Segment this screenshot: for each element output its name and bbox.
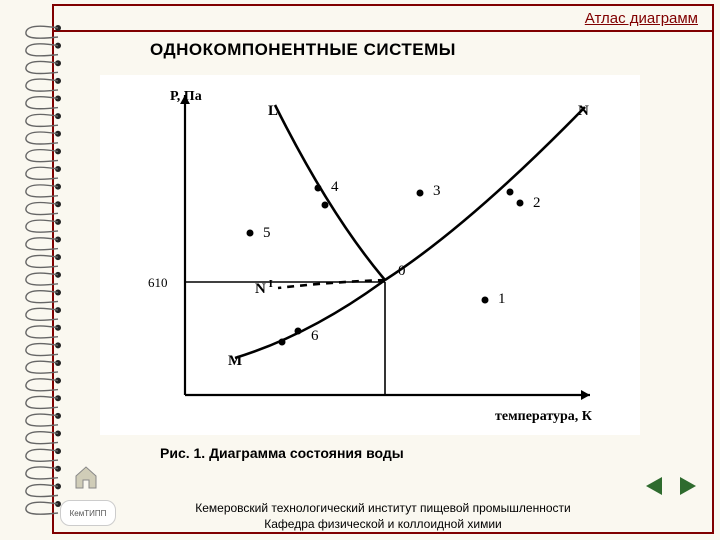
svg-text:0: 0 (398, 263, 406, 279)
figure-caption: Рис. 1. Диаграмма состояния воды (160, 445, 404, 461)
header-bar: Атлас диаграмм (54, 6, 712, 32)
nav-prev-button[interactable] (640, 474, 668, 498)
footer: Кемеровский технологический институт пищ… (54, 500, 712, 532)
svg-text:4: 4 (331, 179, 339, 195)
svg-text:L: L (268, 103, 278, 119)
header-link[interactable]: Атлас диаграмм (585, 10, 698, 27)
svg-text:6: 6 (311, 328, 319, 344)
spiral-binding (18, 16, 68, 516)
svg-text:610: 610 (148, 275, 168, 290)
svg-text:N: N (578, 103, 589, 119)
svg-text:5: 5 (263, 225, 271, 241)
nav-buttons (640, 474, 702, 498)
phase-diagram: Р, Па температура, К 610 L N M N I 0 1 2 3 4 5 6 (100, 75, 640, 435)
home-button[interactable] (72, 464, 100, 490)
svg-text:температура, К: температура, К (495, 409, 593, 424)
nav-next-button[interactable] (674, 474, 702, 498)
svg-text:2: 2 (533, 195, 541, 211)
footer-line2: Кафедра физической и коллоидной химии (54, 516, 712, 532)
svg-text:Р, Па: Р, Па (170, 89, 202, 104)
svg-text:N I: N I (255, 278, 273, 297)
svg-text:3: 3 (433, 183, 441, 199)
svg-text:M: M (228, 353, 242, 369)
footer-line1: Кемеровский технологический институт пищ… (54, 500, 712, 516)
page-title: ОДНОКОМПОНЕНТНЫЕ СИСТЕМЫ (150, 40, 456, 60)
svg-text:1: 1 (498, 291, 506, 307)
